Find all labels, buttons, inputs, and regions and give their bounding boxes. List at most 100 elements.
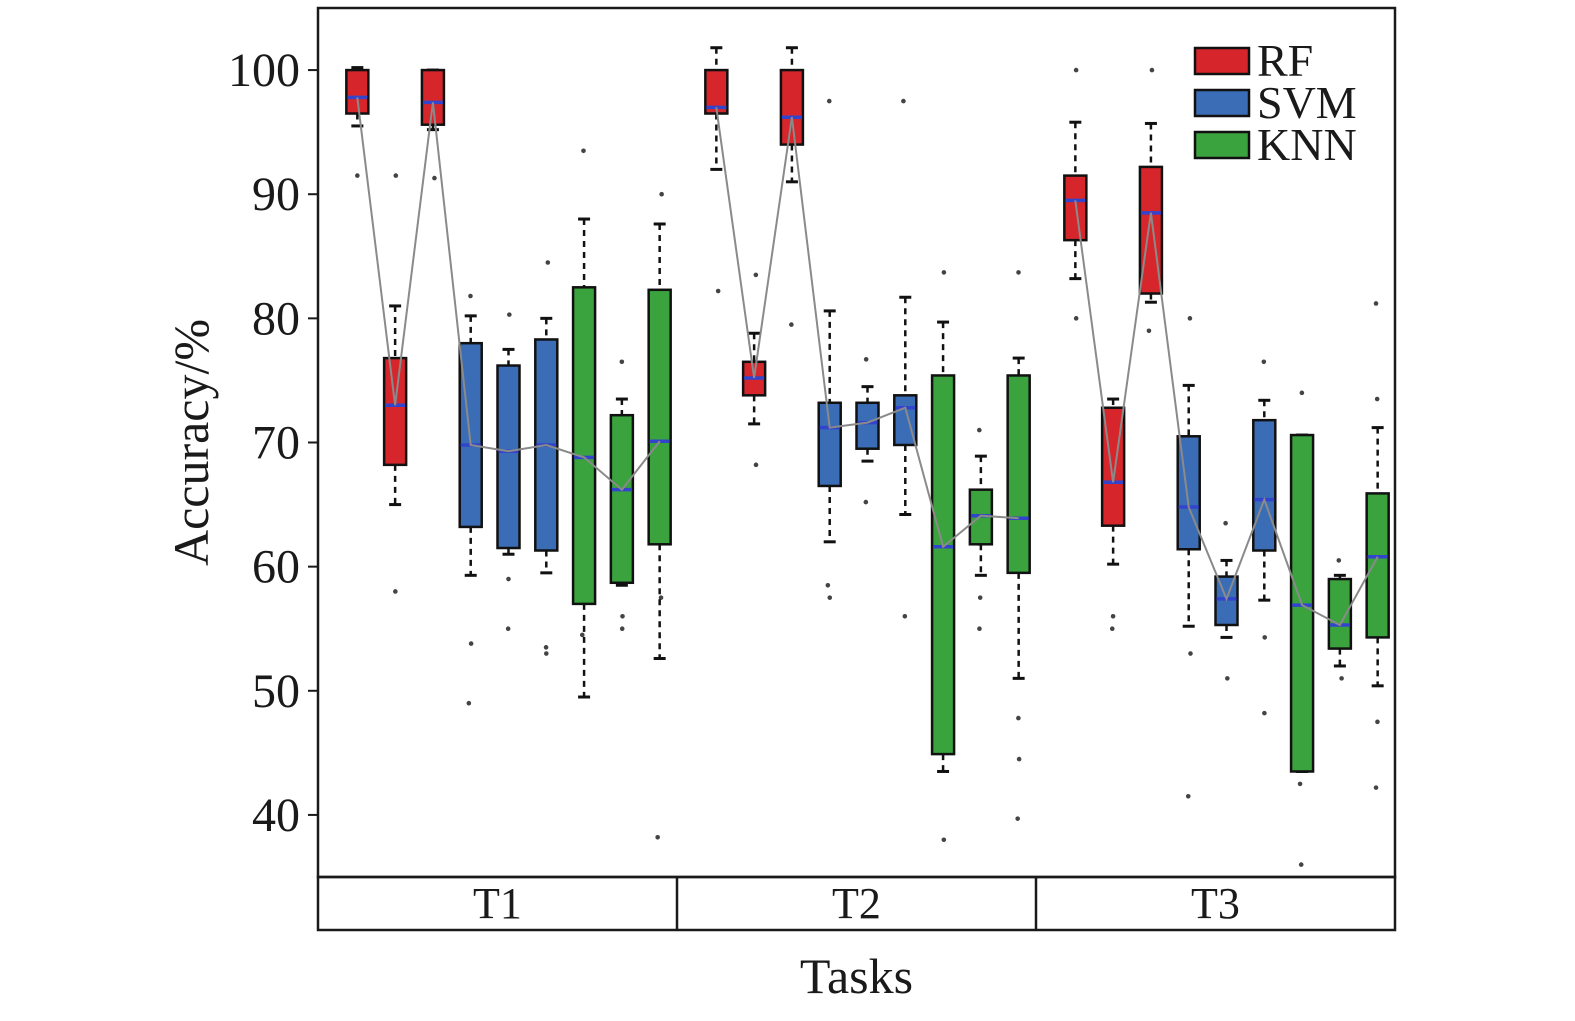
legend-label-rf: RF: [1257, 35, 1313, 86]
outlier-point-svm-t3-5: [1261, 359, 1267, 365]
outlier-point-rf-t3-1: [1109, 626, 1115, 632]
box-svm-t3-5: [1252, 418, 1277, 552]
outlier-point-knn-t3-7: [1336, 558, 1342, 563]
outlier-point-knn-t2-8: [1015, 816, 1020, 821]
box-svm-t1-4: [496, 364, 521, 550]
box-rf-t1-0: [345, 68, 370, 115]
outlier-point-svm-t1-4: [507, 312, 512, 317]
outlier-point-knn-t3-8: [1373, 301, 1379, 306]
y-axis-title: Accuracy/%: [163, 319, 219, 566]
outlier-point-knn-t2-8: [1016, 756, 1022, 762]
box-rf-t1-2: [420, 68, 446, 126]
category-label-t3: T3: [1191, 879, 1240, 928]
y-tick-label: 100: [228, 44, 300, 97]
outlier-point-knn-t3-8: [1375, 719, 1380, 725]
outlier-point-svm-t1-4: [505, 626, 511, 632]
y-tick-label: 60: [252, 541, 300, 594]
outlier-point-knn-t1-7: [619, 359, 625, 365]
median-trend-line-t1: [356, 97, 661, 492]
outlier-point-svm-t1-5: [543, 645, 549, 650]
legend-swatch-rf: [1193, 46, 1251, 76]
outlier-point-rf-t2-1: [753, 462, 759, 468]
outlier-point-rf-t2-1: [753, 272, 759, 278]
outlier-point-knn-t3-8: [1373, 785, 1379, 790]
outlier-point-svm-t3-3: [1185, 794, 1191, 799]
outlier-point-rf-t2-0: [715, 288, 721, 294]
outlier-point-svm-t3-4: [1225, 676, 1230, 681]
median-trend-line-t3: [1074, 200, 1379, 627]
y-tick-label: 50: [252, 665, 300, 718]
box-rf-t1-1: [382, 356, 408, 467]
outlier-point-rf-t3-1: [1110, 614, 1116, 619]
outlier-point-knn-t2-7: [977, 427, 982, 433]
outlier-point-knn-t1-7: [619, 626, 625, 632]
outlier-point-rf-t1-2: [432, 175, 437, 181]
box-svm-t2-3: [817, 401, 842, 488]
outlier-point-svm-t3-5: [1262, 635, 1268, 640]
legend-label-svm: SVM: [1257, 77, 1357, 128]
outlier-point-svm-t3-3: [1187, 316, 1193, 321]
outlier-point-svm-t2-3: [826, 98, 832, 104]
outlier-point-svm-t1-3: [468, 641, 474, 646]
outlier-point-rf-t3-2: [1149, 67, 1155, 73]
box-knn-t1-6: [571, 286, 597, 606]
y-tick-label: 40: [252, 789, 300, 842]
outlier-point-rf-t3-0: [1073, 316, 1079, 321]
outlier-point-knn-t1-7: [620, 614, 625, 619]
category-label-t2: T2: [832, 879, 881, 928]
outlier-point-rf-t1-1: [393, 173, 399, 178]
category-label-t1: T1: [473, 879, 522, 928]
legend-swatch-svm: [1193, 88, 1251, 118]
outlier-point-svm-t2-4: [863, 499, 869, 505]
box-knn-t3-8: [1365, 492, 1390, 639]
y-tick-label: 80: [252, 292, 300, 345]
outlier-point-knn-t3-6: [1298, 862, 1304, 867]
x-axis-title: Tasks: [800, 948, 913, 1004]
outlier-point-knn-t1-8: [655, 834, 660, 840]
legend-label-knn: KNN: [1257, 119, 1357, 170]
box-knn-t3-7: [1327, 577, 1353, 650]
outlier-point-rf-t1-1: [393, 589, 398, 594]
outlier-point-svm-t2-4: [863, 357, 869, 362]
legend-swatch-knn: [1193, 130, 1251, 160]
outlier-point-svm-t2-3: [827, 595, 833, 600]
box-rf-t2-2: [779, 68, 805, 146]
y-tick-label: 70: [252, 417, 300, 470]
outlier-point-svm-t3-3: [1188, 651, 1193, 656]
outlier-point-svm-t1-5: [543, 651, 549, 656]
outlier-point-rf-t2-2: [789, 322, 794, 327]
box-svm-t2-4: [855, 401, 880, 450]
outlier-point-svm-t3-5: [1262, 710, 1267, 716]
outlier-point-knn-t3-7: [1339, 676, 1344, 681]
box-knn-t1-7: [609, 413, 635, 585]
outlier-point-knn-t2-6: [941, 837, 947, 843]
outlier-point-knn-t1-8: [658, 595, 664, 600]
outlier-point-rf-t1-0: [355, 173, 360, 178]
outlier-point-knn-t2-7: [977, 626, 982, 632]
outlier-point-knn-t1-6: [581, 148, 586, 154]
outlier-point-svm-t1-3: [466, 700, 472, 706]
outlier-point-rf-t3-2: [1146, 328, 1152, 334]
median-trend-line-t2: [715, 107, 1019, 549]
outlier-point-rf-t3-0: [1073, 67, 1079, 73]
outlier-point-svm-t3-4: [1223, 520, 1228, 526]
outlier-point-knn-t3-8: [1374, 396, 1380, 402]
outlier-point-knn-t2-7: [977, 595, 983, 600]
outlier-point-svm-t1-4: [506, 576, 511, 582]
box-knn-t2-6: [930, 374, 956, 756]
outlier-point-knn-t3-6: [1299, 390, 1305, 396]
outlier-point-svm-t2-5: [901, 98, 906, 104]
box-knn-t1-8: [647, 288, 672, 546]
category-strip: [316, 875, 1397, 932]
outlier-point-svm-t1-5: [545, 260, 551, 265]
outlier-point-knn-t3-6: [1297, 781, 1303, 787]
outlier-point-knn-t1-6: [579, 632, 585, 638]
outlier-point-svm-t2-3: [825, 582, 831, 588]
outlier-point-knn-t1-8: [659, 191, 664, 197]
outlier-point-svm-t2-5: [902, 614, 908, 619]
outlier-point-knn-t2-8: [1016, 270, 1021, 275]
y-tick-label: 90: [252, 168, 300, 221]
outlier-point-knn-t2-8: [1016, 715, 1021, 721]
